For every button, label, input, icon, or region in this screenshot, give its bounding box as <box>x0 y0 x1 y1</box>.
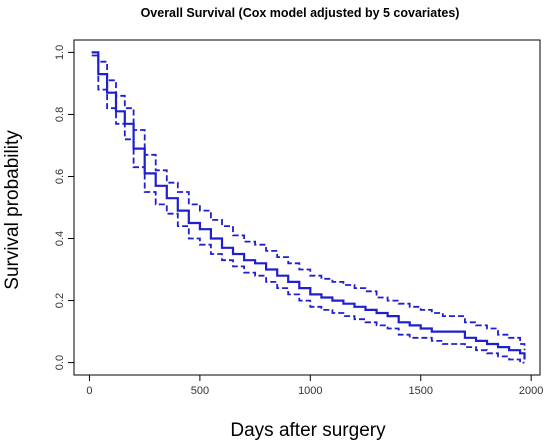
x-axis-label: Days after surgery <box>230 420 386 441</box>
plot-frame <box>73 39 541 376</box>
ci-upper-curve <box>91 51 526 351</box>
x-tick-label: 0 <box>86 385 92 397</box>
y-tick-label: 0.2 <box>54 293 66 308</box>
x-tick-label: 500 <box>191 385 209 397</box>
y-tick-label: 0.4 <box>54 231 66 246</box>
x-tick-label: 1500 <box>408 385 432 397</box>
x-tick-label: 2000 <box>519 385 543 397</box>
ci-lower-curve <box>91 54 525 364</box>
y-tick-label: 0.8 <box>54 107 66 122</box>
plot-lines <box>91 51 526 364</box>
y-tick-label: 1.0 <box>54 45 66 60</box>
y-tick-label: 0.0 <box>54 355 66 370</box>
x-tick-label: 1000 <box>298 385 322 397</box>
survival-curve <box>91 51 526 360</box>
y-tick-label: 0.6 <box>54 169 66 184</box>
chart-title: Overall Survival (Cox model adjusted by … <box>141 6 460 20</box>
y-axis: 0.0 0.2 0.4 0.6 0.8 1.0 <box>54 45 74 370</box>
y-axis-label: Survival probability <box>2 130 23 290</box>
x-axis: 0 500 1000 1500 2000 <box>86 375 543 397</box>
